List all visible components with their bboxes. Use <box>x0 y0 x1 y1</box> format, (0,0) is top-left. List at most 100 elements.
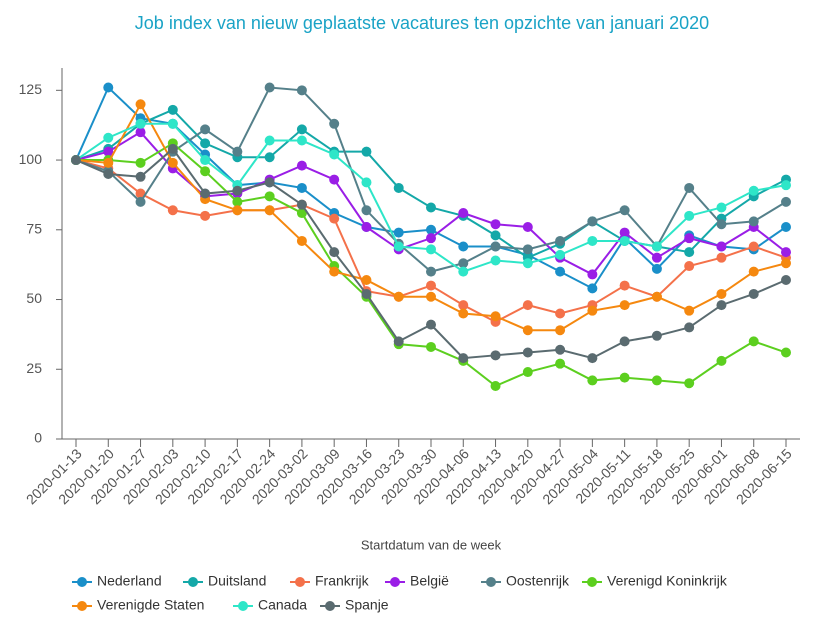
data-point <box>296 208 307 219</box>
chart-title: Job index van nieuw geplaatste vacatures… <box>135 13 709 33</box>
data-point <box>522 222 533 232</box>
x-axis-title: Startdatum van de week <box>361 537 502 552</box>
y-tick-label: 50 <box>26 290 42 306</box>
legend-label: Verenigde Staten <box>97 597 204 613</box>
data-point <box>167 205 178 216</box>
data-point <box>264 152 275 163</box>
data-point <box>329 247 340 258</box>
series-line <box>75 85 787 290</box>
data-point <box>393 291 404 302</box>
data-point <box>748 241 759 252</box>
data-point <box>490 230 501 241</box>
data-point <box>103 169 114 179</box>
legend-label: België <box>410 573 449 589</box>
data-point <box>167 143 178 154</box>
data-point <box>619 372 630 383</box>
data-point <box>264 177 275 188</box>
data-point <box>200 155 211 166</box>
data-point <box>651 263 662 274</box>
data-point <box>329 174 340 185</box>
data-point <box>329 118 340 129</box>
data-point <box>555 325 566 336</box>
data-point <box>329 149 340 160</box>
data-point <box>684 322 695 333</box>
data-point <box>490 255 501 266</box>
data-point <box>103 146 114 157</box>
data-point <box>264 82 275 93</box>
data-point <box>651 252 662 263</box>
data-point <box>748 216 759 227</box>
data-point <box>619 227 630 238</box>
data-point <box>522 244 533 255</box>
legend-marker <box>77 577 87 587</box>
data-point <box>458 300 469 311</box>
data-point <box>716 252 727 263</box>
data-point <box>684 182 695 193</box>
data-point <box>167 118 178 129</box>
data-point <box>781 222 791 232</box>
data-point <box>458 258 469 269</box>
data-point <box>619 205 630 216</box>
data-point <box>555 308 566 319</box>
data-point <box>103 157 114 168</box>
legend-label: Nederland <box>97 573 162 589</box>
data-point <box>200 166 211 177</box>
data-point <box>135 127 146 138</box>
data-point <box>296 199 307 210</box>
data-point <box>135 99 146 110</box>
data-point <box>522 258 533 269</box>
legend-label: Verenigd Koninkrijk <box>607 573 728 589</box>
data-point <box>587 216 598 227</box>
data-point <box>458 266 469 277</box>
legend-marker <box>238 601 248 611</box>
legend-label: Canada <box>258 597 307 613</box>
data-point <box>200 124 211 135</box>
data-point <box>555 249 566 260</box>
data-point <box>361 222 372 232</box>
data-point <box>458 308 469 319</box>
data-point <box>651 291 662 302</box>
data-point <box>426 224 436 235</box>
data-point <box>296 235 307 246</box>
data-point <box>748 266 759 277</box>
y-tick-label: 0 <box>34 430 42 446</box>
data-point <box>587 235 598 246</box>
data-point <box>426 244 436 255</box>
data-point <box>490 241 501 252</box>
data-point <box>619 336 630 347</box>
data-point <box>361 205 372 216</box>
legend-marker <box>295 577 305 587</box>
data-point <box>458 241 469 252</box>
data-point <box>296 135 307 146</box>
data-point <box>393 227 404 238</box>
data-point <box>232 146 243 157</box>
data-point <box>329 213 340 224</box>
data-point <box>522 367 533 378</box>
data-point <box>716 219 727 230</box>
data-point <box>167 104 178 115</box>
data-point <box>619 235 630 246</box>
data-point <box>264 135 275 146</box>
data-point <box>490 381 501 391</box>
data-point <box>135 171 146 182</box>
data-point <box>296 124 307 135</box>
data-point <box>361 146 372 157</box>
data-point <box>522 347 533 358</box>
data-point <box>232 185 243 196</box>
data-point <box>458 353 469 364</box>
data-point <box>587 269 598 280</box>
legend-marker <box>325 601 335 611</box>
data-point <box>684 210 695 221</box>
data-point <box>684 378 695 389</box>
data-point <box>426 233 436 244</box>
data-point <box>71 155 81 166</box>
data-point <box>393 182 404 193</box>
data-point <box>167 157 178 168</box>
data-point <box>426 202 436 213</box>
data-point <box>361 177 372 188</box>
data-point <box>200 210 211 221</box>
data-point <box>555 266 566 277</box>
data-point <box>232 205 243 216</box>
data-point <box>361 288 372 299</box>
data-point <box>393 241 404 252</box>
